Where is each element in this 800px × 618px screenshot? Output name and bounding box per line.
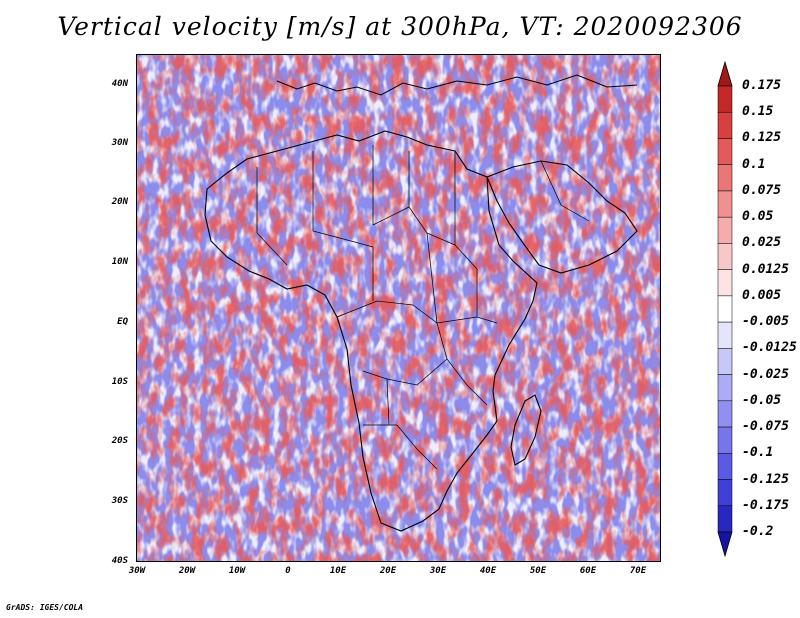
lat-tick-label: 20S — [111, 436, 128, 446]
colorbar-tick-label: -0.025 — [742, 366, 789, 382]
country-borders — [256, 145, 590, 470]
colorbar-box — [717, 505, 733, 533]
colorbar-tick-label: 0.075 — [742, 182, 782, 198]
colorbar-tick-label: 0.125 — [742, 130, 782, 146]
colorbar-box — [717, 85, 733, 113]
vertical-velocity-field — [137, 55, 660, 561]
europe-coastline — [276, 74, 638, 96]
colorbar-box — [717, 111, 733, 139]
colorbar-box — [717, 348, 733, 375]
africa-coastline — [204, 130, 538, 532]
lat-tick-label: EQ — [117, 317, 128, 327]
lat-tick-label: 10N — [111, 257, 128, 267]
colorbar-tick-label: -0.175 — [742, 497, 789, 513]
colorbar-box — [717, 453, 733, 480]
colorbar-box — [717, 243, 733, 270]
lon-tick-label: 20E — [379, 566, 397, 576]
lat-tick-label: 30N — [111, 138, 128, 148]
lat-tick-label: 40N — [111, 79, 128, 89]
colorbar-box — [717, 216, 733, 244]
colorbar-tick-label: -0.1 — [742, 445, 774, 461]
colorbar-box — [717, 190, 733, 218]
lat-tick-label: 10S — [111, 377, 128, 387]
colorbar-box — [717, 164, 733, 192]
arabia-coastline — [486, 160, 638, 274]
lat-tick-label: 30S — [111, 496, 128, 506]
colorbar-box — [717, 269, 733, 297]
lon-tick-label: 30E — [429, 566, 447, 576]
lon-tick-label: 10W — [228, 566, 246, 576]
colorbar-tick-label: 0.025 — [742, 235, 782, 251]
colorbar-tick-label: -0.0125 — [742, 340, 797, 356]
lon-tick-label: 20W — [178, 566, 196, 576]
colorbar-tick-label: 0.175 — [742, 78, 782, 93]
colorbar-box — [717, 400, 733, 428]
colorbar-bottom-arrow — [717, 531, 733, 558]
colorbar-box — [717, 374, 733, 402]
colorbar-tick-label: 0.1 — [742, 156, 766, 172]
field-red-streaks — [137, 55, 660, 561]
colorbar-tick-label: -0.05 — [742, 392, 782, 408]
madagascar-coastline — [510, 394, 542, 466]
map-title: Vertical velocity [m/s] at 300hPa, VT: 2… — [57, 12, 743, 41]
lat-tick-label: 20N — [111, 197, 128, 207]
colorbar-box — [717, 479, 733, 507]
lon-tick-label: 10E — [329, 566, 347, 576]
colorbar — [717, 60, 733, 558]
lon-tick-label: 0 — [285, 566, 291, 576]
lon-tick-label: 40E — [479, 566, 497, 576]
lon-tick-label: 60E — [579, 566, 597, 576]
footer-credit: GrADS: IGES/COLA — [6, 603, 84, 612]
map-plot-area — [136, 54, 661, 562]
colorbar-tick-label: -0.2 — [742, 524, 774, 539]
colorbar-tick-label: 0.005 — [742, 287, 782, 303]
colorbar-tick-label: 0.15 — [742, 104, 774, 120]
colorbar-box — [717, 426, 733, 454]
colorbar-box — [717, 138, 733, 165]
colorbar-tick-label: -0.005 — [742, 314, 789, 330]
lon-tick-label: 70E — [629, 566, 647, 576]
colorbar-tick-label: -0.125 — [742, 471, 789, 487]
colorbar-box — [717, 321, 733, 349]
colorbar-tick-label: -0.075 — [742, 419, 789, 435]
lon-tick-label: 30W — [128, 566, 146, 576]
lat-tick-label: 40S — [111, 556, 128, 566]
colorbar-top-arrow — [717, 60, 733, 87]
colorbar-tick-label: 0.0125 — [742, 261, 789, 277]
colorbar-box — [717, 295, 733, 323]
lon-tick-label: 50E — [529, 566, 547, 576]
colorbar-tick-label: 0.05 — [742, 209, 774, 225]
